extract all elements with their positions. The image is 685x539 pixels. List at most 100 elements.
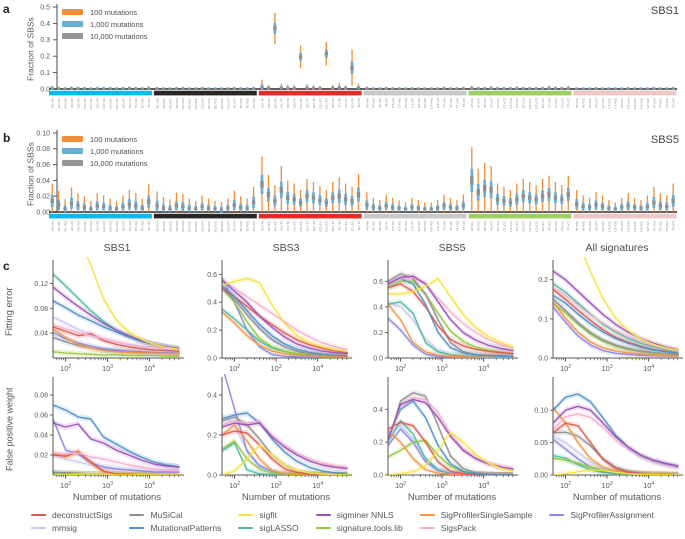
svg-text:103: 103 xyxy=(437,364,448,373)
svg-text:104: 104 xyxy=(478,364,489,373)
svg-text:TC>TC: TC>TC xyxy=(344,220,348,231)
svg-text:TT>AA: TT>AA xyxy=(442,97,446,108)
svg-text:TT>AT: TT>AT xyxy=(462,221,466,230)
panel-a-title: SBS1 xyxy=(650,5,679,17)
svg-text:GC>GT: GC>GT xyxy=(226,98,230,109)
svg-text:TC>TC: TC>TC xyxy=(344,97,348,108)
legend-col: deconstructSigs mmsig xyxy=(30,510,112,533)
svg-text:0.12: 0.12 xyxy=(34,281,48,288)
svg-text:103: 103 xyxy=(602,481,613,490)
svg-text:0.08: 0.08 xyxy=(36,146,50,153)
svg-text:0.5: 0.5 xyxy=(40,4,50,11)
svg-text:TT>CG: TT>CG xyxy=(560,220,564,231)
svg-text:102: 102 xyxy=(60,364,71,373)
svg-text:0.0: 0.0 xyxy=(40,86,50,93)
svg-text:GT>AC: GT>AC xyxy=(423,97,427,108)
svg-text:CT>CA: CT>CA xyxy=(496,220,500,231)
svg-text:CC>AC: CC>AC xyxy=(83,220,87,231)
legend-swatch-10000 xyxy=(62,32,83,40)
svg-text:104: 104 xyxy=(312,364,323,373)
svg-text:AC>TT: AC>TT xyxy=(280,98,284,108)
svg-text:GT>AA: GT>AA xyxy=(417,97,421,108)
svg-text:AT>GA: AT>GA xyxy=(575,220,579,231)
svg-text:TT>AC: TT>AC xyxy=(449,97,453,108)
svg-text:TC>GC: TC>GC xyxy=(239,220,243,231)
svg-text:TC>AG: TC>AG xyxy=(141,220,145,231)
svg-text:TC>AG: TC>AG xyxy=(141,97,145,108)
xlabel-4: Number of mutations xyxy=(572,492,662,503)
xlabel-1: Number of mutations xyxy=(72,492,162,503)
legend-col: MuSiCal MutationalPatterns xyxy=(129,510,221,533)
svg-text:TC>AC: TC>AC xyxy=(134,220,138,231)
svg-text:GT>CC: GT>CC xyxy=(528,97,532,108)
svg-text:GT>CA: GT>CA xyxy=(522,220,526,231)
svg-text:CC>GC: CC>GC xyxy=(188,97,192,109)
svg-text:AC>TG: AC>TG xyxy=(273,220,277,231)
svg-text:CT>GC: CT>GC xyxy=(607,97,611,108)
svg-text:CC>AC: CC>AC xyxy=(83,97,87,108)
svg-text:AT>CG: AT>CG xyxy=(483,220,487,231)
svg-text:CC>GT: CC>GT xyxy=(201,98,205,109)
legend-label: sigfit xyxy=(259,510,277,520)
svg-text:102: 102 xyxy=(395,481,406,490)
svg-text:CC>TT: CC>TT xyxy=(305,221,309,231)
line-swatch xyxy=(315,527,331,529)
svg-text:TT>CC: TT>CC xyxy=(554,97,558,108)
legend-swatch-1000 xyxy=(62,147,83,155)
svg-text:AT>AC: AT>AC xyxy=(372,97,376,108)
svg-text:CC>GC: CC>GC xyxy=(188,220,192,232)
svg-text:GC>TG: GC>TG xyxy=(325,220,329,231)
svg-text:GC>AA: GC>AA xyxy=(102,220,106,232)
svg-text:AC>AG: AC>AG xyxy=(63,97,67,108)
legend-swatch-10000 xyxy=(62,159,83,167)
svg-text:GC>TT: GC>TT xyxy=(331,221,335,231)
svg-text:103: 103 xyxy=(271,481,282,490)
svg-text:TC>TT: TC>TT xyxy=(357,98,361,108)
svg-text:CT>AC: CT>AC xyxy=(397,220,401,231)
svg-text:TT>AC: TT>AC xyxy=(449,220,453,231)
svg-text:102: 102 xyxy=(560,481,571,490)
legend-item: 100 mutations xyxy=(62,134,148,144)
svg-text:TT>CC: TT>CC xyxy=(554,220,558,231)
svg-text:AC>AC: AC>AC xyxy=(57,97,61,108)
svg-text:GC>AG: GC>AG xyxy=(115,220,119,232)
svg-text:0.0: 0.0 xyxy=(207,356,217,363)
svg-text:104: 104 xyxy=(144,364,155,373)
svg-text:TC>GA: TC>GA xyxy=(233,97,237,108)
svg-text:TT>GT: TT>GT xyxy=(672,98,676,108)
svg-text:TC>AA: TC>AA xyxy=(128,97,132,108)
legend-label: mmsig xyxy=(51,523,78,533)
svg-text:CC>AA: CC>AA xyxy=(76,97,80,108)
legend-label: 10,000 mutations xyxy=(90,158,148,168)
svg-text:CT>CA: CT>CA xyxy=(496,97,500,108)
svg-text:AC>AA: AC>AA xyxy=(51,220,55,231)
svg-text:0.0: 0.0 xyxy=(207,473,217,480)
svg-text:GT>AA: GT>AA xyxy=(417,220,421,231)
svg-text:102: 102 xyxy=(229,481,240,490)
legend-label: SigsPack xyxy=(440,523,477,533)
svg-text:0.00: 0.00 xyxy=(534,473,548,480)
legend-item-musical: MuSiCal xyxy=(129,510,221,520)
panel-b-legend: 100 mutations 1,000 mutations 10,000 mut… xyxy=(62,134,148,168)
svg-text:GT>AT: GT>AT xyxy=(436,98,440,108)
legend-col: SigProfilerSingleSample SigsPack xyxy=(419,510,532,533)
svg-text:CT>GA: CT>GA xyxy=(601,220,605,231)
svg-text:0.02: 0.02 xyxy=(36,194,50,201)
svg-text:TT>AG: TT>AG xyxy=(455,220,459,231)
svg-text:TC>AC: TC>AC xyxy=(134,97,138,108)
svg-text:CT>GG: CT>GG xyxy=(614,220,618,231)
svg-text:CT>AC: CT>AC xyxy=(397,97,401,108)
svg-text:TC>GC: TC>GC xyxy=(239,97,243,108)
legend-label: 100 mutations xyxy=(90,134,138,144)
svg-text:AT>AA: AT>AA xyxy=(365,220,369,231)
svg-text:AT>CA: AT>CA xyxy=(470,220,474,231)
svg-text:AT>CA: AT>CA xyxy=(470,97,474,108)
svg-text:GC>GC: GC>GC xyxy=(213,220,217,232)
svg-text:AT>AG: AT>AG xyxy=(378,220,382,231)
svg-text:CT>AG: CT>AG xyxy=(404,97,408,108)
svg-text:0.10: 0.10 xyxy=(36,130,50,137)
col-title-all: All signatures xyxy=(585,242,649,254)
legend-item: 1,000 mutations xyxy=(62,146,148,156)
svg-text:GC>AC: GC>AC xyxy=(108,220,112,232)
